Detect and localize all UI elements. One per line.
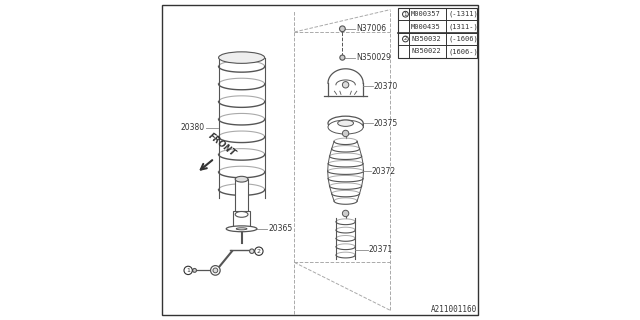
Ellipse shape: [211, 266, 220, 275]
Ellipse shape: [227, 226, 257, 232]
Text: 2: 2: [404, 36, 407, 42]
Text: 20371: 20371: [369, 245, 393, 254]
Bar: [398, 8, 477, 58]
Circle shape: [403, 36, 408, 42]
Text: 20375: 20375: [374, 119, 397, 128]
Text: (-1311): (-1311): [448, 11, 477, 18]
Text: N350032: N350032: [412, 36, 441, 42]
Ellipse shape: [250, 249, 254, 253]
Ellipse shape: [340, 55, 345, 60]
Text: 1: 1: [186, 268, 190, 273]
Circle shape: [255, 247, 263, 255]
Ellipse shape: [328, 120, 364, 134]
Text: N350022: N350022: [412, 48, 441, 54]
Circle shape: [184, 266, 192, 275]
Text: 20372: 20372: [372, 167, 396, 176]
Text: 20380: 20380: [180, 124, 204, 132]
Ellipse shape: [213, 268, 218, 273]
Text: FRONT: FRONT: [207, 131, 238, 158]
Text: N350029: N350029: [356, 53, 390, 62]
Text: (1606-): (1606-): [448, 48, 477, 55]
Ellipse shape: [236, 212, 248, 217]
Circle shape: [342, 82, 349, 88]
Ellipse shape: [219, 52, 265, 63]
Text: (1311-): (1311-): [448, 23, 477, 30]
Text: 1: 1: [404, 12, 407, 17]
Ellipse shape: [328, 116, 364, 130]
Circle shape: [403, 11, 408, 17]
Ellipse shape: [236, 228, 247, 230]
Text: 20365: 20365: [268, 224, 292, 233]
Text: 2: 2: [257, 249, 261, 254]
Bar: [234, 211, 250, 227]
Circle shape: [342, 210, 349, 217]
Circle shape: [342, 130, 349, 137]
Ellipse shape: [339, 26, 346, 32]
Bar: [236, 179, 248, 214]
Ellipse shape: [338, 120, 353, 126]
Text: (-1606): (-1606): [448, 36, 477, 42]
Text: N37006: N37006: [356, 24, 386, 33]
Ellipse shape: [193, 268, 196, 272]
Text: M000357: M000357: [412, 11, 441, 17]
Text: M000435: M000435: [412, 24, 441, 30]
Ellipse shape: [236, 176, 248, 182]
Text: A211001160: A211001160: [431, 305, 477, 314]
Text: 20370: 20370: [374, 82, 397, 91]
